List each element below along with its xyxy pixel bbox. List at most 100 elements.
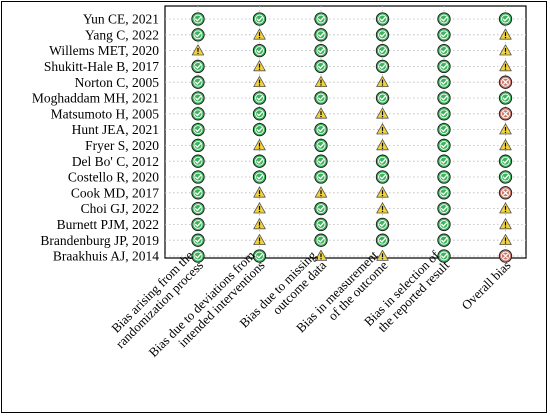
study-label: Brandenburg JP, 2019 — [40, 233, 159, 248]
check-icon — [314, 91, 328, 105]
study-label: Hunt JEA, 2021 — [72, 122, 159, 137]
check-icon — [437, 186, 451, 200]
check-icon — [314, 28, 328, 42]
study-label: Shukitt-Hale B, 2017 — [44, 59, 159, 74]
check-icon — [191, 217, 205, 232]
check-icon — [314, 138, 328, 153]
judgement-cells — [191, 12, 513, 263]
check-icon — [375, 59, 390, 74]
exclamation-icon — [376, 75, 389, 87]
study-label: Costello R, 2020 — [68, 170, 159, 185]
check-icon — [191, 170, 205, 184]
study-label: Yun CE, 2021 — [83, 12, 159, 27]
study-label: Matsumoto H, 2005 — [51, 106, 160, 121]
exclamation-icon — [253, 202, 266, 214]
check-icon — [314, 233, 328, 247]
cross-icon — [498, 75, 513, 89]
check-icon — [191, 122, 205, 137]
exclamation-icon — [253, 60, 266, 72]
exclamation-icon — [376, 202, 389, 214]
check-icon — [314, 154, 328, 168]
check-icon — [437, 217, 451, 232]
exclamation-icon — [253, 186, 266, 198]
exclamation-icon — [499, 28, 512, 40]
study-label: Fryer S, 2020 — [85, 138, 159, 153]
check-icon — [375, 170, 390, 184]
check-icon — [437, 75, 451, 89]
study-label: Burnett PJM, 2022 — [57, 217, 159, 232]
plot-frame — [164, 5, 527, 259]
check-icon — [437, 59, 451, 74]
check-icon — [437, 201, 451, 216]
check-icon — [252, 122, 267, 137]
exclamation-icon — [499, 139, 512, 151]
exclamation-icon — [499, 202, 512, 214]
check-icon — [252, 170, 267, 184]
check-icon — [252, 12, 267, 26]
check-icon — [191, 233, 205, 247]
exclamation-icon — [376, 123, 389, 135]
check-icon — [191, 12, 205, 26]
check-icon — [191, 138, 205, 153]
gridlines — [165, 6, 526, 258]
study-label: Moghaddam MH, 2021 — [32, 91, 159, 106]
check-icon — [437, 233, 451, 247]
check-icon — [252, 91, 267, 105]
exclamation-icon — [376, 107, 389, 119]
check-icon — [437, 28, 451, 42]
exclamation-icon — [253, 28, 266, 40]
cross-icon — [498, 249, 513, 263]
exclamation-icon — [499, 123, 512, 135]
check-icon — [252, 43, 267, 58]
plot-border — [164, 5, 527, 259]
study-label: Cook MD, 2017 — [71, 185, 159, 200]
exclamation-icon — [499, 60, 512, 72]
check-icon — [437, 138, 451, 153]
study-label: Norton C, 2005 — [75, 75, 160, 90]
check-icon — [437, 170, 451, 184]
exclamation-icon — [314, 249, 328, 261]
exclamation-icon — [499, 233, 512, 245]
check-icon — [437, 249, 451, 263]
exclamation-icon — [191, 44, 205, 56]
study-label: Yang C, 2022 — [85, 27, 159, 42]
exclamation-icon — [314, 75, 328, 87]
check-icon — [191, 154, 205, 168]
check-icon — [498, 154, 513, 168]
exclamation-icon — [376, 139, 389, 151]
check-icon — [191, 75, 205, 89]
check-icon — [375, 12, 390, 26]
exclamation-icon — [499, 218, 512, 230]
check-icon — [252, 107, 267, 121]
check-icon — [437, 43, 451, 58]
exclamation-icon — [376, 249, 389, 261]
check-icon — [498, 12, 513, 26]
check-icon — [191, 201, 205, 216]
check-icon — [375, 91, 390, 105]
exclamation-icon — [314, 107, 328, 119]
check-icon — [437, 12, 451, 26]
check-icon — [375, 154, 390, 168]
check-icon — [191, 28, 205, 42]
cross-icon — [498, 107, 513, 121]
check-icon — [191, 59, 205, 74]
check-icon — [314, 43, 328, 58]
check-icon — [437, 154, 451, 168]
check-icon — [314, 217, 328, 232]
check-icon — [498, 91, 513, 105]
check-icon — [252, 249, 267, 263]
check-icon — [375, 217, 390, 232]
check-icon — [191, 91, 205, 105]
check-icon — [314, 170, 328, 184]
check-icon — [437, 122, 451, 137]
check-icon — [314, 12, 328, 26]
study-label: Del Bo' C, 2012 — [72, 154, 159, 169]
check-icon — [191, 186, 205, 200]
exclamation-icon — [253, 75, 266, 87]
domain-label: Overall bias — [458, 258, 513, 313]
check-icon — [498, 170, 513, 184]
exclamation-icon — [314, 186, 328, 198]
check-icon — [191, 107, 205, 121]
